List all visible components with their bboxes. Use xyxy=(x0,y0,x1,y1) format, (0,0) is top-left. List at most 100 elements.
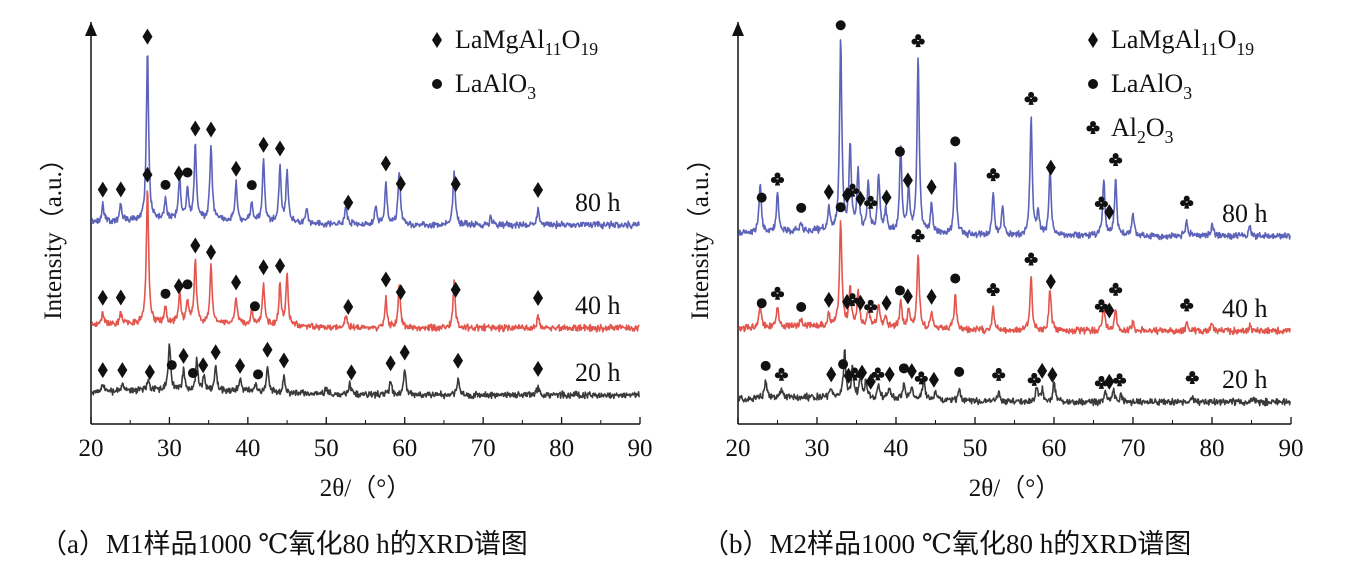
club-marker xyxy=(774,367,789,381)
diamond-marker xyxy=(231,274,242,291)
legend-label: LaAlO3 xyxy=(1111,69,1192,103)
club-stem xyxy=(915,236,921,243)
diamond-marker xyxy=(1104,373,1115,390)
diamond-marker-shape xyxy=(1045,159,1056,176)
circle-marker-shape xyxy=(760,360,771,371)
diamond-marker xyxy=(97,362,108,379)
legend-label-part: 3 xyxy=(527,83,536,103)
diamond-marker xyxy=(142,28,153,45)
circle-marker-shape xyxy=(160,288,171,299)
spectrum-line-20h xyxy=(91,343,640,400)
legend-diamond-marker xyxy=(432,32,442,48)
club-leaf xyxy=(1187,200,1194,207)
club-leaf xyxy=(1185,375,1192,382)
club-leaf xyxy=(774,372,781,379)
diamond-marker xyxy=(117,362,128,379)
club-leaf xyxy=(1183,298,1190,305)
circle-marker-shape xyxy=(756,298,767,309)
club-leaf xyxy=(1109,287,1116,294)
club-stem xyxy=(849,190,856,197)
club-leaf xyxy=(851,367,858,374)
diamond-marker xyxy=(902,172,913,189)
diamond-marker-shape xyxy=(173,165,184,182)
circle-marker xyxy=(894,285,905,296)
diamond-marker xyxy=(97,289,108,306)
diamond-marker xyxy=(453,352,464,369)
club-stem xyxy=(868,306,874,313)
circle-marker xyxy=(954,366,965,377)
circle-marker-shape xyxy=(835,20,846,31)
diamond-marker xyxy=(881,189,892,206)
caption-a: （a）M1样品1000 ℃氧化80 h的XRD谱图 xyxy=(40,529,528,559)
club-marker xyxy=(864,195,878,209)
club-leaf xyxy=(993,287,1000,294)
club-leaf xyxy=(1112,153,1119,160)
series-label: 40 h xyxy=(575,291,621,320)
y-axis-arrow xyxy=(85,22,97,36)
diamond-marker-shape xyxy=(1088,32,1098,48)
diamond-marker xyxy=(97,181,108,198)
x-tick-label: 70 xyxy=(471,435,496,462)
club-leaf xyxy=(1034,377,1041,384)
diamond-marker xyxy=(262,341,273,358)
club-stem xyxy=(778,374,785,381)
club-stem xyxy=(852,374,858,381)
club-stem xyxy=(1028,98,1034,105)
series-label: 80 h xyxy=(575,188,621,217)
diamond-marker-shape xyxy=(97,289,108,306)
diamond-marker xyxy=(173,278,184,295)
diamond-marker-shape xyxy=(205,121,216,138)
club-leaf xyxy=(845,297,852,304)
club-marker xyxy=(770,286,785,300)
circle-marker-shape xyxy=(1088,79,1098,89)
club-stem xyxy=(1098,306,1104,313)
club-leaf xyxy=(995,367,1002,374)
club-marker xyxy=(1094,299,1108,313)
diamond-marker-shape xyxy=(1047,366,1058,383)
x-tick-label: 50 xyxy=(963,435,988,462)
diamond-marker-shape xyxy=(865,373,876,390)
club-leaf xyxy=(845,188,852,195)
club-leaf xyxy=(864,304,871,311)
diamond-marker-shape xyxy=(1104,302,1115,319)
circle-marker-shape xyxy=(950,136,961,147)
diamond-marker-shape xyxy=(142,28,153,45)
club-leaf xyxy=(1028,252,1035,259)
diamond-marker-shape xyxy=(258,136,269,153)
circle-marker-shape xyxy=(838,359,849,370)
diamond-marker-shape xyxy=(823,184,834,201)
diamond-marker xyxy=(115,181,126,198)
club-leaf xyxy=(911,233,918,240)
circle-marker xyxy=(796,202,807,213)
diamond-marker-shape xyxy=(826,366,837,383)
circle-marker-shape xyxy=(246,180,257,191)
club-stem xyxy=(1098,203,1104,210)
club-leaf xyxy=(1031,257,1038,264)
club-stem xyxy=(918,378,924,385)
legend-label-part: O xyxy=(1146,113,1165,142)
diamond-marker-shape xyxy=(210,344,221,361)
circle-marker-shape xyxy=(954,366,965,377)
diamond-marker-shape xyxy=(1104,373,1115,390)
diamond-marker xyxy=(258,259,269,276)
club-leaf xyxy=(774,286,781,293)
diamond-marker xyxy=(395,175,406,192)
legend-label-part: LaMgAl xyxy=(1111,25,1201,54)
series-label: 20 h xyxy=(1222,365,1268,394)
diamond-marker-shape xyxy=(395,175,406,192)
x-tick-label: 40 xyxy=(235,435,260,462)
club-leaf xyxy=(990,168,997,175)
spectrum-line-20h xyxy=(738,349,1291,407)
diamond-marker xyxy=(1047,366,1058,383)
x-tick-label: 90 xyxy=(628,435,653,462)
club-leaf xyxy=(993,172,1000,179)
diamond-marker xyxy=(533,289,544,306)
club-leaf xyxy=(986,287,993,294)
club-marker xyxy=(770,172,785,186)
club-leaf xyxy=(1090,121,1096,127)
diamond-marker-shape xyxy=(926,288,937,305)
legend-label: LaAlO3 xyxy=(455,69,536,103)
club-leaf xyxy=(1189,370,1196,377)
x-axis-label: 2θ/（°） xyxy=(969,474,1060,502)
